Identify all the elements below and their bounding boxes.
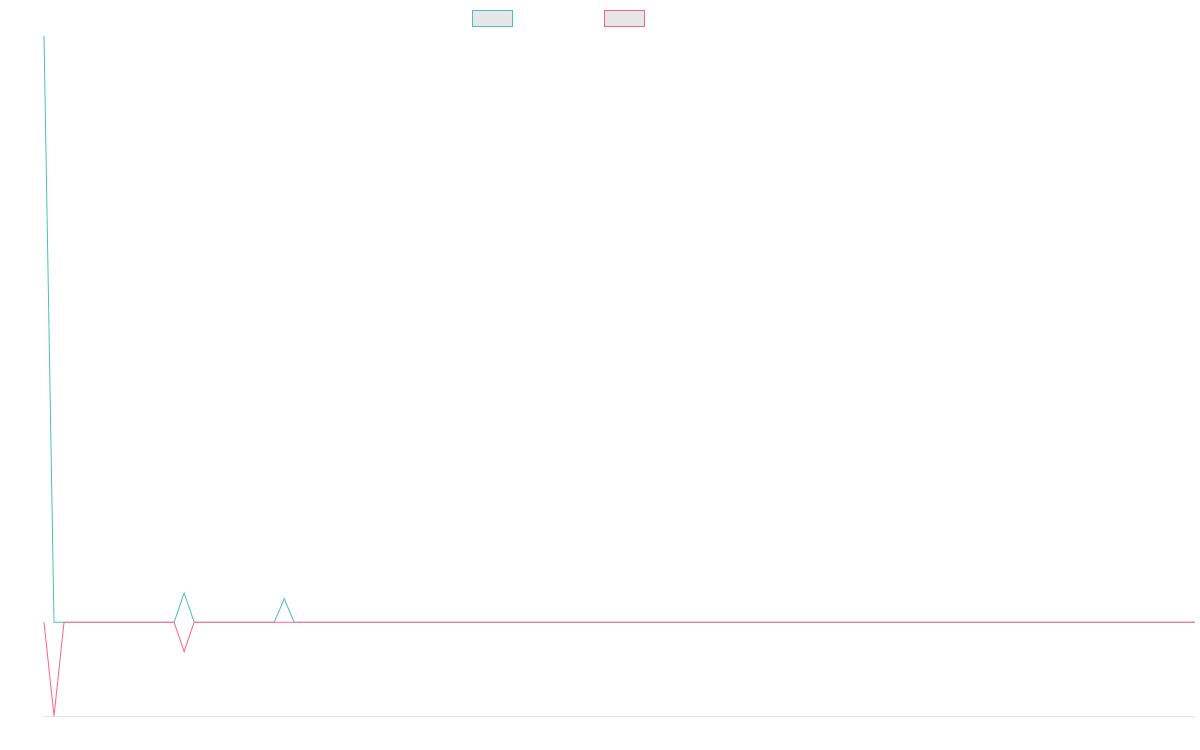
series-line-1 <box>43 35 1195 623</box>
series-line-2 <box>43 621 1195 717</box>
legend-swatch-1 <box>472 10 513 27</box>
legend-swatch-2 <box>604 10 645 27</box>
